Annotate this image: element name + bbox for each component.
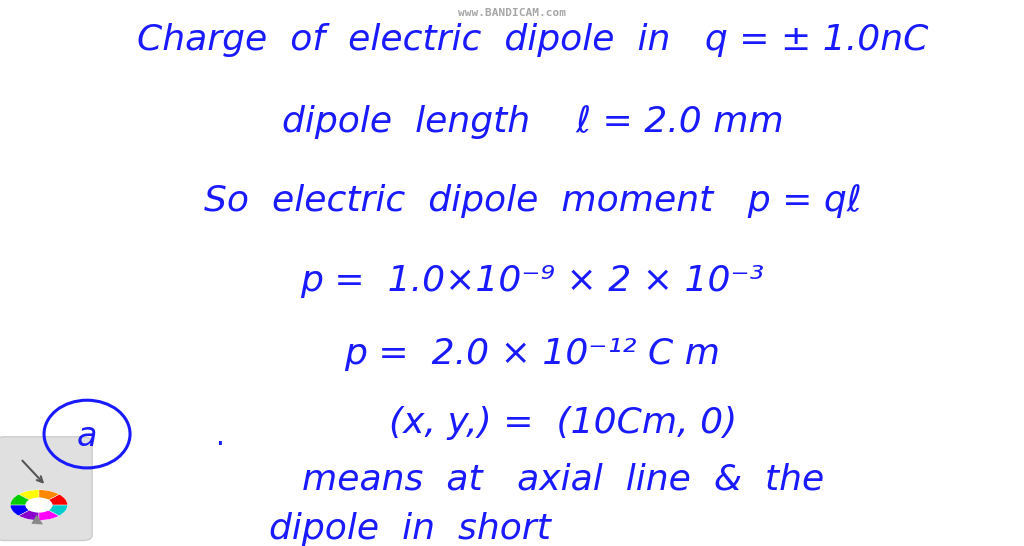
Text: Charge  of  electric  dipole  in   q = ± 1.0nC: Charge of electric dipole in q = ± 1.0nC <box>137 23 928 57</box>
Wedge shape <box>10 505 39 516</box>
Text: (x, y,) =  (10Cm, 0): (x, y,) = (10Cm, 0) <box>389 406 737 440</box>
Circle shape <box>26 498 52 512</box>
Text: ▶: ▶ <box>31 512 47 530</box>
Text: p =  1.0×10⁻⁹ × 2 × 10⁻³: p = 1.0×10⁻⁹ × 2 × 10⁻³ <box>300 264 765 298</box>
Text: www.BANDICAM.com: www.BANDICAM.com <box>458 8 566 18</box>
Wedge shape <box>39 494 68 505</box>
Text: means  at   axial  line  &  the: means at axial line & the <box>302 463 824 497</box>
Text: p =  2.0 × 10⁻¹² C m: p = 2.0 × 10⁻¹² C m <box>344 337 721 371</box>
Text: dipole  in  short: dipole in short <box>268 512 551 546</box>
Text: a: a <box>77 420 97 453</box>
Text: So  electric  dipole  moment   p = qℓ: So electric dipole moment p = qℓ <box>204 185 861 218</box>
Wedge shape <box>39 505 68 516</box>
Wedge shape <box>10 494 39 505</box>
Text: dipole  length    ℓ = 2.0 mm: dipole length ℓ = 2.0 mm <box>282 105 783 139</box>
Wedge shape <box>39 490 59 505</box>
Wedge shape <box>18 490 39 505</box>
Wedge shape <box>39 505 59 520</box>
Wedge shape <box>18 505 39 520</box>
Text: ·: · <box>216 431 224 459</box>
FancyBboxPatch shape <box>0 437 92 541</box>
